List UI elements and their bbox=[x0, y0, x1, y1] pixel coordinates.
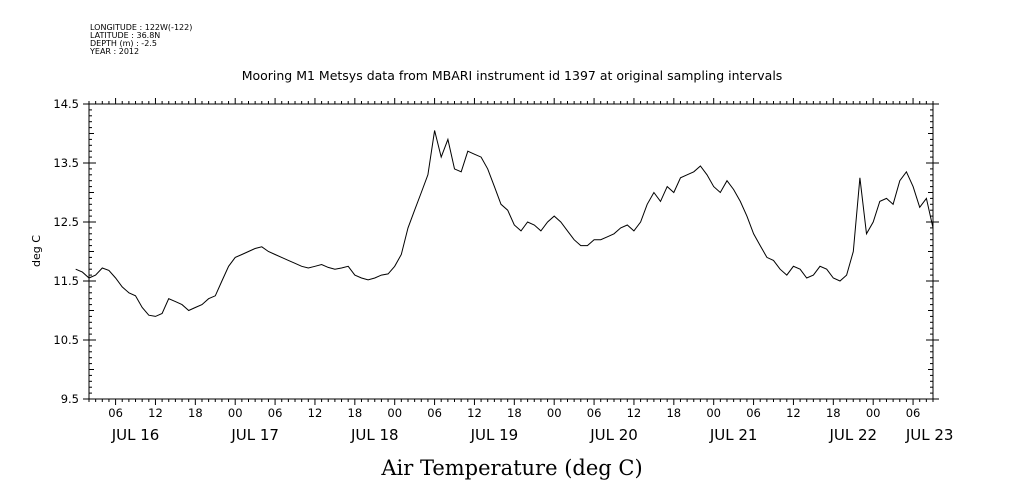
x-tick-label: 06 bbox=[268, 406, 283, 420]
x-tick-label: 06 bbox=[108, 406, 123, 420]
series-line-air-temperature bbox=[75, 130, 934, 317]
x-tick-label: 06 bbox=[427, 406, 442, 420]
x-tick-label: 00 bbox=[547, 406, 562, 420]
x-tick-label: 06 bbox=[746, 406, 761, 420]
x-day-label: JUL 20 bbox=[589, 426, 638, 444]
x-axis: 06 12 18 00 06 12 18 00 06 12 18 00 06 12 18 00 06 12 18 00… bbox=[88, 98, 934, 420]
y-tick-label: 12.5 bbox=[53, 215, 79, 229]
x-tick-label: 12 bbox=[627, 406, 642, 420]
x-day-label: JUL 21 bbox=[709, 426, 758, 444]
plot-frame bbox=[88, 103, 934, 400]
x-tick-label: 06 bbox=[906, 406, 921, 420]
y-axis-label: deg C bbox=[30, 235, 43, 267]
x-tick-label: 18 bbox=[666, 406, 681, 420]
x-tick-label: 18 bbox=[826, 406, 841, 420]
x-tick-label: 12 bbox=[467, 406, 482, 420]
x-tick-label: 00 bbox=[228, 406, 243, 420]
y-tick-label: 9.5 bbox=[61, 392, 79, 406]
metadata-line: YEAR : 2012 bbox=[89, 47, 139, 56]
x-tick-label: 12 bbox=[786, 406, 801, 420]
x-day-label: JUL 19 bbox=[470, 426, 519, 444]
metadata-line: LONGITUDE : 122W(-122) bbox=[90, 23, 192, 32]
y-tick-label: 13.5 bbox=[53, 156, 79, 170]
x-tick-label: 00 bbox=[866, 406, 881, 420]
chart-title: Mooring M1 Metsys data from MBARI instru… bbox=[242, 68, 783, 83]
x-tick-label: 12 bbox=[148, 406, 163, 420]
x-tick-label: 18 bbox=[348, 406, 363, 420]
x-tick-label: 12 bbox=[308, 406, 323, 420]
y-tick-label: 10.5 bbox=[53, 333, 79, 347]
x-tick-label: 18 bbox=[188, 406, 203, 420]
y-axis: 9.5 10.5 11.5 12.5 13.5 14.5 bbox=[53, 97, 939, 406]
x-tick-label: 06 bbox=[587, 406, 602, 420]
x-day-label: JUL 17 bbox=[230, 426, 279, 444]
metadata-line: DEPTH (m) : -2.5 bbox=[90, 39, 157, 48]
y-tick-label: 14.5 bbox=[53, 97, 79, 111]
metadata-line: LATITUDE : 36.8N bbox=[90, 31, 160, 40]
x-tick-label: 00 bbox=[706, 406, 721, 420]
x-day-label: JUL 18 bbox=[350, 426, 399, 444]
x-tick-label: 00 bbox=[387, 406, 402, 420]
x-day-label: JUL 16 bbox=[111, 426, 160, 444]
x-day-label: JUL 23 bbox=[905, 426, 954, 444]
x-tick-label: 18 bbox=[507, 406, 522, 420]
y-tick-label: 11.5 bbox=[53, 274, 79, 288]
x-axis-label: Air Temperature (deg C) bbox=[380, 456, 642, 480]
x-day-label: JUL 22 bbox=[828, 426, 877, 444]
x-day-labels: JUL 16 JUL 17 JUL 18 JUL 19 JUL 20 JUL 21 JUL … bbox=[111, 426, 954, 444]
metadata-block: LONGITUDE : 122W(-122)LATITUDE : 36.8NDE… bbox=[89, 23, 192, 56]
